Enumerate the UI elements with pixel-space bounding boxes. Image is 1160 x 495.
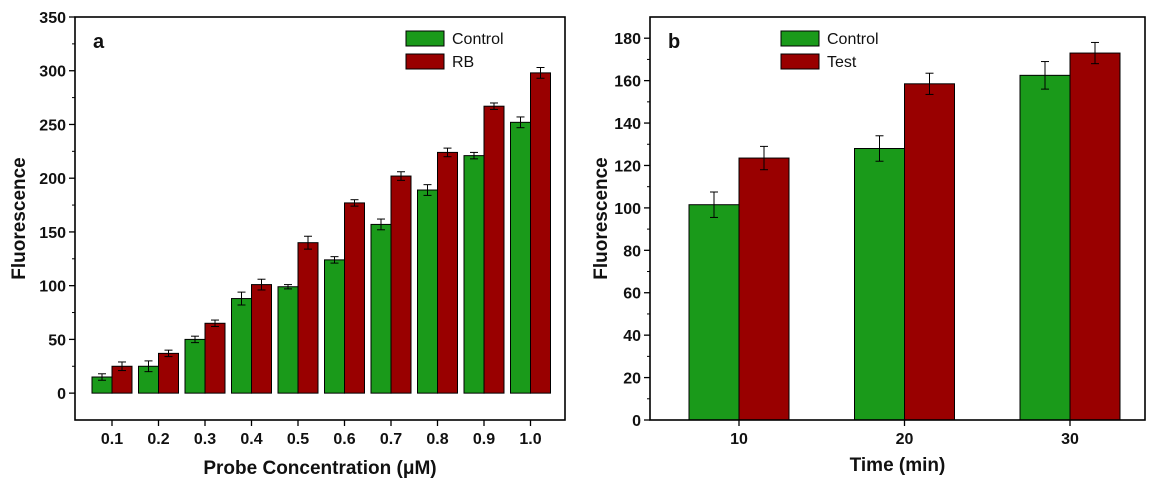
legend-swatch-test: [780, 53, 820, 70]
x-tick-label: 0.2: [147, 431, 169, 448]
y-tick-label: 60: [623, 286, 641, 303]
bar-control-0.3: [184, 338, 206, 394]
x-tick-label: 0.7: [380, 431, 402, 448]
error-bar-test-20: [925, 72, 934, 95]
error-bar-control-10: [710, 191, 718, 218]
error-bar-rb-0.2: [164, 349, 173, 358]
bar-rb-1.0: [530, 72, 551, 394]
bar-rb-0.3: [204, 322, 226, 394]
error-bar-control-0.1: [98, 373, 106, 381]
bar-control-0.7: [370, 223, 392, 394]
y-tick-label: 40: [623, 328, 641, 345]
y-tick-label: 100: [39, 279, 66, 296]
plot-frame-a: [74, 16, 566, 421]
bar-control-1.0: [510, 121, 531, 394]
y-tick-label: 140: [614, 116, 641, 133]
y-tick-label: 150: [39, 225, 66, 242]
bar-test-30: [1069, 52, 1121, 421]
panel-letter: a: [93, 31, 105, 53]
x-tick-label: 0.1: [101, 431, 123, 448]
y-tick-label: 80: [623, 243, 641, 260]
x-tick-label: 0.3: [194, 431, 216, 448]
error-bar-control-0.3: [191, 335, 199, 344]
x-axis-title: Time (min): [850, 455, 946, 476]
error-bar-control-0.5: [284, 284, 292, 290]
error-bar-control-0.6: [330, 256, 339, 264]
y-tick-label: 20: [623, 371, 641, 388]
error-bar-rb-0.7: [397, 171, 405, 181]
bar-test-20: [904, 83, 955, 421]
error-bar-rb-0.8: [443, 147, 452, 158]
legend-swatch-rb: [405, 53, 445, 70]
legend-swatch-control: [405, 30, 445, 47]
x-tick-label: 0.5: [287, 431, 309, 448]
bar-rb-0.4: [251, 284, 272, 394]
error-bar-control-0.7: [377, 218, 385, 231]
error-bar-control-0.4: [237, 291, 246, 306]
bar-control-0.6: [324, 259, 345, 394]
x-tick-label: 0.4: [240, 431, 262, 448]
legend-swatch-control: [780, 30, 820, 47]
legend-label-control: Control: [452, 31, 504, 48]
bar-control-0.8: [417, 189, 438, 394]
y-tick-label: 120: [614, 158, 641, 175]
x-axis-title: Probe Concentration (μM): [203, 458, 436, 479]
bar-control-0.9: [463, 155, 485, 394]
error-bar-rb-0.4: [257, 278, 266, 291]
error-bar-control-0.8: [423, 184, 432, 196]
error-bar-rb-0.6: [350, 199, 359, 207]
bar-control-10: [688, 204, 740, 421]
panel-letter: b: [668, 31, 680, 53]
y-tick-label: 350: [39, 10, 66, 27]
error-bar-control-30: [1041, 61, 1049, 90]
legend-label-rb: RB: [452, 54, 474, 71]
bar-rb-0.9: [483, 105, 505, 394]
y-axis-title: Fluorescence: [591, 157, 612, 280]
y-tick-label: 0: [632, 413, 641, 430]
y-tick-label: 250: [39, 117, 66, 134]
error-bar-test-10: [760, 145, 768, 171]
legend-label-control: Control: [827, 31, 879, 48]
x-tick-label: 0.9: [473, 431, 495, 448]
error-bar-rb-0.3: [211, 319, 219, 328]
legend-label-test: Test: [827, 54, 857, 71]
bar-control-30: [1019, 74, 1071, 421]
bar-rb-0.8: [437, 151, 458, 394]
bar-rb-0.6: [344, 202, 365, 394]
y-tick-label: 50: [48, 332, 66, 349]
x-tick-label: 0.8: [426, 431, 448, 448]
error-bar-rb-0.9: [490, 102, 498, 110]
y-tick-label: 100: [614, 201, 641, 218]
y-tick-label: 0: [57, 386, 66, 403]
error-bar-rb-0.1: [118, 361, 126, 372]
y-tick-label: 200: [39, 171, 66, 188]
y-tick-label: 300: [39, 64, 66, 81]
bar-rb-0.5: [297, 242, 319, 394]
plot-frame-b: [649, 16, 1146, 421]
error-bar-control-0.2: [144, 360, 153, 373]
y-tick-label: 160: [614, 74, 641, 91]
x-tick-label: 1.0: [519, 431, 541, 448]
bar-control-20: [854, 148, 905, 421]
x-tick-label: 0.6: [333, 431, 355, 448]
bar-control-0.4: [231, 298, 252, 394]
bar-rb-0.7: [390, 175, 412, 394]
x-tick-label: 10: [730, 431, 748, 448]
y-tick-label: 180: [614, 31, 641, 48]
y-axis-title: Fluorescence: [9, 157, 30, 280]
x-tick-label: 20: [896, 431, 914, 448]
error-bar-test-30: [1091, 41, 1099, 65]
error-bar-control-20: [875, 135, 884, 162]
bar-rb-0.2: [158, 352, 179, 394]
bar-test-10: [738, 157, 790, 421]
x-tick-label: 30: [1061, 431, 1079, 448]
bar-control-0.5: [277, 286, 299, 394]
error-bar-control-0.9: [470, 151, 478, 160]
error-bar-control-1.0: [516, 116, 525, 129]
error-bar-rb-0.5: [304, 235, 312, 250]
error-bar-rb-1.0: [536, 67, 545, 79]
